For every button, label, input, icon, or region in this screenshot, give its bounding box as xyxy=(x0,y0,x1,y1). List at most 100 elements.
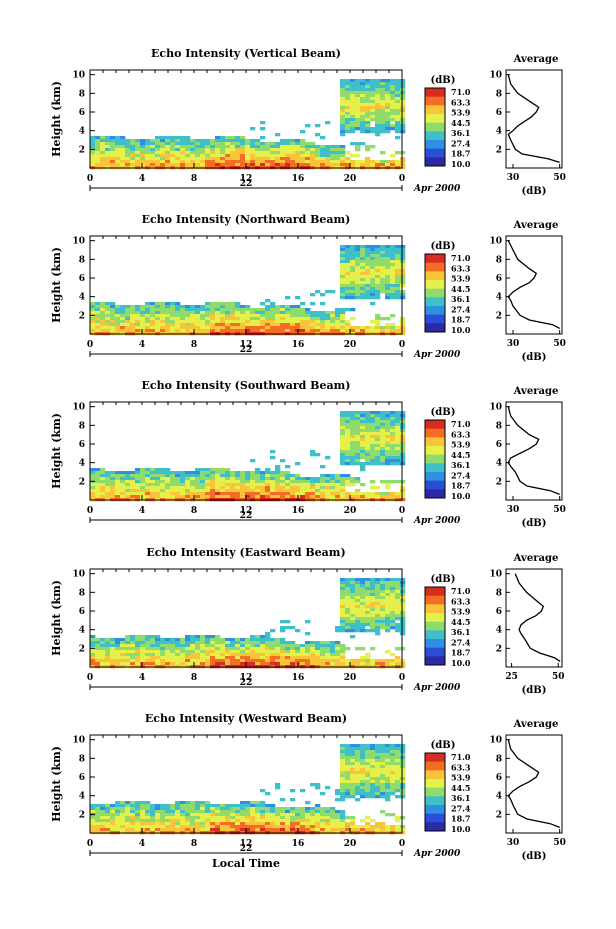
colorbar-unit: (dB) xyxy=(431,75,456,86)
heatmap-cells xyxy=(90,411,406,502)
average-profile-line xyxy=(507,739,560,829)
average-x-label: (dB) xyxy=(522,685,547,696)
colorbar-swatch xyxy=(425,472,445,482)
y-tick-label: 4 xyxy=(79,626,85,636)
day-label: 22 xyxy=(240,179,253,189)
colorbar-swatch xyxy=(425,454,445,464)
colorbar-swatch xyxy=(425,88,445,98)
colorbar-tick-label: 53.9 xyxy=(451,440,471,450)
y-tick-label: 6 xyxy=(79,607,85,617)
heatmap-cells xyxy=(90,578,406,669)
panel-5: Echo Intensity (Westward Beam) 0 4 8 12 16 20 0… xyxy=(50,712,566,870)
x-tick-label: 20 xyxy=(344,839,357,849)
colorbar-swatch xyxy=(425,604,445,614)
colorbar-swatch xyxy=(425,271,445,281)
colorbar-tick-label: 63.3 xyxy=(451,762,471,772)
colorbar-tick-label: 10.0 xyxy=(451,658,471,668)
colorbar-unit: (dB) xyxy=(431,740,456,751)
average-title: Average xyxy=(513,220,559,231)
colorbar-tick-label: 71.0 xyxy=(451,752,471,762)
average-y-tick-label: 8 xyxy=(496,255,502,265)
x-tick-label: 8 xyxy=(191,839,197,849)
average-x-tick-label: 50 xyxy=(553,339,566,349)
x-tick-label: 20 xyxy=(344,174,357,184)
x-tick-label: 8 xyxy=(191,673,197,683)
panel-2: Echo Intensity (Northward Beam)0 4 8 12 16 20… xyxy=(50,213,566,363)
colorbar-tick-label: 36.1 xyxy=(451,128,470,138)
y-axis-label: Height (km) xyxy=(50,247,63,323)
colorbar-tick-label: 44.5 xyxy=(451,617,470,627)
y-tick-label: 2 xyxy=(79,311,85,321)
x-tick-label: 4 xyxy=(139,506,145,516)
x-tick-label: 12 xyxy=(240,673,253,683)
colorbar-tick-label: 71.0 xyxy=(451,419,471,429)
date-label: Apr 2000 xyxy=(413,849,461,859)
colorbar-swatch xyxy=(425,428,445,438)
colorbar-tick-label: 18.7 xyxy=(451,315,470,325)
colorbar-tick-label: 53.9 xyxy=(451,607,471,617)
y-tick-label: 2 xyxy=(79,477,85,487)
average-title: Average xyxy=(513,719,559,730)
colorbar-tick-label: 10.0 xyxy=(451,491,471,501)
x-tick-label: 12 xyxy=(240,839,253,849)
date-label: Apr 2000 xyxy=(413,516,461,526)
colorbar-tick-label: 63.3 xyxy=(451,97,471,107)
colorbar-swatch xyxy=(425,796,445,806)
colorbar-swatch xyxy=(425,770,445,780)
colorbar-tick-label: 18.7 xyxy=(451,648,470,658)
colorbar-swatch xyxy=(425,323,445,333)
average-y-tick-label: 10 xyxy=(489,570,502,580)
average-x-tick-label: 30 xyxy=(507,339,520,349)
colorbar-frame xyxy=(424,253,446,333)
colorbar-swatch xyxy=(425,131,445,141)
panel-title: Echo Intensity (Southward Beam) xyxy=(142,379,351,392)
y-tick-label: 6 xyxy=(79,773,85,783)
colorbar-tick-label: 44.5 xyxy=(451,284,470,294)
colorbar-tick-label: 71.0 xyxy=(451,586,471,596)
y-tick-label: 4 xyxy=(79,293,85,303)
colorbar-tick-label: 53.9 xyxy=(451,773,471,783)
colorbar-unit: (dB) xyxy=(431,241,456,252)
average-y-tick-label: 6 xyxy=(496,108,502,118)
average-y-tick-label: 10 xyxy=(489,71,502,81)
average-profile-line xyxy=(507,74,560,164)
colorbar-swatch xyxy=(425,306,445,316)
average-x-tick-label: 30 xyxy=(507,505,520,515)
y-tick-label: 2 xyxy=(79,644,85,654)
colorbar-swatch xyxy=(425,621,445,631)
colorbar-swatch xyxy=(425,813,445,823)
y-tick-label: 10 xyxy=(72,403,85,413)
x-tick-label: 20 xyxy=(344,340,357,350)
panel-title: Echo Intensity (Westward Beam) xyxy=(145,712,347,725)
colorbar-tick-label: 44.5 xyxy=(451,118,470,128)
y-tick-label: 8 xyxy=(79,754,85,764)
colorbar-frame xyxy=(424,586,446,666)
colorbar-tick-label: 44.5 xyxy=(451,450,470,460)
x-tick-label: 4 xyxy=(139,174,145,184)
colorbar-tick-label: 18.7 xyxy=(451,814,470,824)
colorbar-swatch xyxy=(425,630,445,640)
y-tick-label: 4 xyxy=(79,459,85,469)
y-tick-label: 10 xyxy=(72,570,85,580)
average-frame xyxy=(505,568,563,668)
average-y-tick-label: 6 xyxy=(496,773,502,783)
average-profile-line xyxy=(507,406,560,496)
day-label: 22 xyxy=(240,678,253,688)
colorbar-tick-label: 27.4 xyxy=(451,470,471,480)
x-tick-label: 0 xyxy=(87,174,93,184)
average-y-tick-label: 8 xyxy=(496,421,502,431)
y-tick-label: 6 xyxy=(79,440,85,450)
average-y-tick-label: 4 xyxy=(496,459,502,469)
x-tick-label: 20 xyxy=(344,506,357,516)
x-tick-label: 16 xyxy=(292,506,305,516)
colorbar-tick-label: 10.0 xyxy=(451,325,471,335)
colorbar-tick-label: 27.4 xyxy=(451,138,471,148)
x-tick-label: 0 xyxy=(399,174,405,184)
x-tick-label: 12 xyxy=(240,506,253,516)
y-tick-label: 6 xyxy=(79,274,85,284)
colorbar-swatch xyxy=(425,314,445,324)
colorbar-swatch xyxy=(425,437,445,447)
average-frame xyxy=(505,235,563,335)
average-x-tick-label: 50 xyxy=(553,838,566,848)
average-y-tick-label: 2 xyxy=(496,145,502,155)
